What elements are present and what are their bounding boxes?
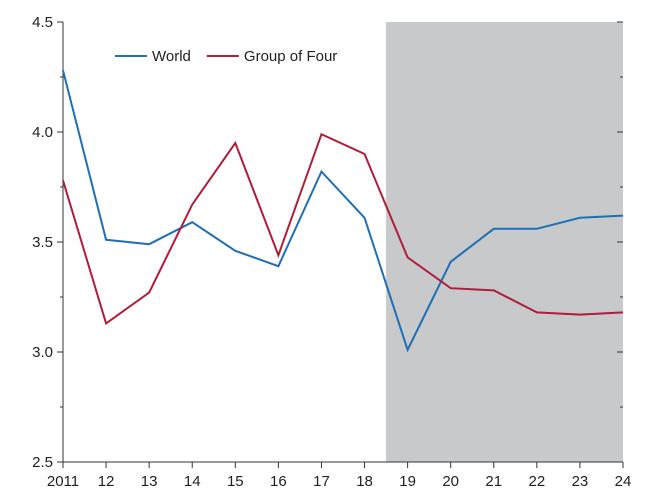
x-tick-label: 23 [572,473,589,490]
series-line [62,132,624,326]
x-tick-label: 17 [313,473,330,490]
legend-label: Group of Four [244,48,337,65]
x-tick-label: 19 [399,473,416,490]
y-tick-label: 2.5 [32,454,53,471]
legend: World Group of Four [115,48,337,65]
y-tick-label: 3.0 [32,344,53,361]
x-tick-label: 18 [356,473,373,490]
projection-shading [386,22,623,462]
x-tick-label: 14 [184,473,201,490]
x-tick-label: 12 [98,473,115,490]
x-tick-label: 15 [227,473,244,490]
x-tick-label: 13 [141,473,158,490]
x-tick-label: 21 [485,473,502,490]
y-tick-label: 4.5 [32,14,53,31]
x-tick-label: 20 [442,473,459,490]
x-tick-label: 22 [529,473,546,490]
y-tick-label: 4.0 [32,124,53,141]
axes: 4.5 4.0 3.5 3.0 2.5 2011 12 13 14 15 16 17 18 19 20 21 2… [32,14,631,490]
legend-label: World [152,48,191,65]
x-tick-label: 2011 [47,473,79,490]
x-tick-label: 16 [270,473,287,490]
x-tick-label: 24 [615,473,632,490]
y-tick-label: 3.5 [32,234,53,251]
series-layer [62,70,624,353]
series-line [62,70,624,353]
